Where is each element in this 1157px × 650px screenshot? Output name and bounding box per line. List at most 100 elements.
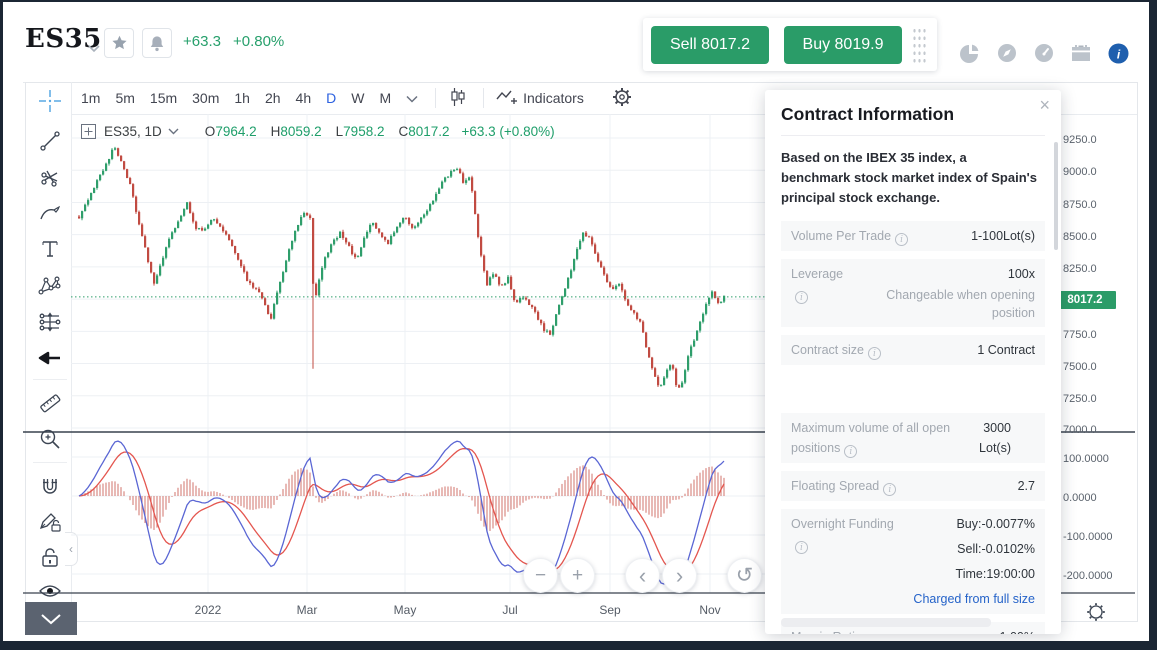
- portfolio-pie-icon[interactable]: [959, 42, 981, 64]
- buy-button[interactable]: Buy 8019.9: [784, 25, 902, 64]
- prediction-tool[interactable]: [35, 307, 65, 337]
- scroll-left-button[interactable]: ‹: [625, 558, 660, 593]
- timeframe-15m[interactable]: 15m: [149, 90, 178, 106]
- row-contract-size: Contract size i 1 Contract: [781, 335, 1045, 365]
- price-tick: 8750.0: [1063, 199, 1097, 211]
- drawing-lock-tool[interactable]: [35, 507, 65, 537]
- compass-icon[interactable]: [996, 42, 1018, 64]
- trend-line-tool[interactable]: [35, 126, 65, 156]
- timeframe-1d[interactable]: D: [326, 90, 337, 106]
- timeframe-1m[interactable]: 1m: [81, 90, 101, 106]
- legend-symbol[interactable]: ES35, 1D: [104, 124, 162, 139]
- time-tick: Mar: [296, 603, 318, 617]
- funding-time: Time:19:00:00: [955, 567, 1035, 581]
- high-value: 8059.2: [280, 124, 322, 139]
- info-tooltip-icon[interactable]: i: [883, 483, 897, 496]
- legend-ohlc: O7964.2 H8059.2 L7958.2 C8017.2: [204, 124, 450, 139]
- toolbar-separator: [33, 379, 67, 380]
- axis-settings-icon[interactable]: [1085, 601, 1107, 628]
- chart-navigation-controls: − + ‹ › ↺: [523, 558, 764, 593]
- close-icon[interactable]: ×: [1039, 95, 1050, 115]
- toolbar-separator: [483, 88, 485, 108]
- gann-fib-tool[interactable]: [35, 163, 65, 193]
- magnet-tool[interactable]: [35, 472, 65, 502]
- crosshair-tool[interactable]: [35, 86, 65, 116]
- lock-all-tool[interactable]: [35, 542, 65, 572]
- timeframe-4h[interactable]: 4h: [295, 90, 312, 106]
- time-tick: Nov: [699, 603, 721, 617]
- bell-icon: [150, 35, 164, 51]
- change-percent: +0.80%: [232, 33, 285, 50]
- open-value: 7964.2: [215, 124, 257, 139]
- timeframe-more-icon[interactable]: [400, 87, 424, 109]
- measure-tool[interactable]: [35, 388, 65, 418]
- row-floating-spread: Floating Spread i 2.7: [781, 471, 1045, 501]
- info-tooltip-icon[interactable]: i: [867, 347, 881, 360]
- price-tick: 7500.0: [1063, 361, 1097, 373]
- time-tick: 2022: [194, 603, 222, 617]
- collapse-toolbar-button[interactable]: [25, 602, 77, 635]
- row-volume-per-trade: Volume Per Trade i 1-100Lot(s): [781, 221, 1045, 251]
- macd-tick: 0.0000: [1063, 492, 1097, 504]
- indicators-icon[interactable]: [496, 88, 518, 109]
- panel-scrollbar[interactable]: [1054, 142, 1058, 250]
- gauge-icon[interactable]: [1033, 42, 1055, 64]
- scroll-right-button[interactable]: ›: [662, 558, 697, 593]
- timeframe-2h[interactable]: 2h: [264, 90, 281, 106]
- timeframe-1w[interactable]: W: [351, 90, 365, 106]
- leverage-value: 100x: [1007, 267, 1035, 281]
- pattern-tool[interactable]: [35, 271, 65, 301]
- contract-description: Based on the IBEX 35 index, a benchmark …: [781, 150, 1037, 205]
- drag-handle[interactable]: [912, 26, 927, 63]
- trade-buttons-card: Sell 8017.2 Buy 8019.9: [643, 18, 937, 71]
- max-volume-value: 3000 Lot(s): [979, 421, 1011, 455]
- charged-full-size-link[interactable]: Charged from full size: [913, 592, 1035, 606]
- time-tick: Sep: [599, 603, 621, 617]
- info-tooltip-icon[interactable]: i: [795, 291, 808, 304]
- contract-size-value: 1 Contract: [977, 343, 1035, 357]
- star-icon: [111, 35, 127, 50]
- sell-button[interactable]: Sell 8017.2: [651, 25, 769, 64]
- text-tool[interactable]: [35, 234, 65, 264]
- panel-bottom-scrollbar[interactable]: [781, 618, 991, 627]
- info-tooltip-icon[interactable]: i: [795, 541, 808, 554]
- timeframe-5m[interactable]: 5m: [115, 90, 135, 106]
- contract-info-icon[interactable]: i: [1107, 42, 1129, 64]
- alert-button[interactable]: [142, 28, 172, 58]
- current-price-badge: 8017.2: [1054, 291, 1116, 309]
- legend-change: +63.3 (+0.80%): [461, 124, 555, 139]
- macd-tick: 100.0000: [1063, 453, 1109, 465]
- panel-title: Contract Information: [781, 104, 955, 124]
- indicators-button[interactable]: Indicators: [523, 90, 584, 106]
- brush-tool[interactable]: [35, 199, 65, 229]
- arrow-tool[interactable]: [35, 343, 65, 373]
- price-change: +63.3 +0.80%: [183, 33, 296, 50]
- row-leverage: Leveragei 100x Changeable when opening p…: [781, 259, 1045, 327]
- row-overnight-funding: Overnight Fundingi Buy:-0.0077% Sell:-0.…: [781, 509, 1045, 614]
- favorite-button[interactable]: [104, 28, 134, 58]
- legend-chevron-icon[interactable]: [168, 128, 179, 135]
- symbol-dropdown-icon[interactable]: [87, 40, 101, 58]
- svg-text:i: i: [1116, 47, 1120, 61]
- price-tick: 7750.0: [1063, 329, 1097, 341]
- chart-settings-gear-icon[interactable]: [606, 84, 638, 113]
- calendar-icon[interactable]: [1070, 42, 1092, 64]
- add-symbol-icon[interactable]: [81, 124, 96, 139]
- reset-chart-button[interactable]: ↺: [727, 558, 762, 593]
- zoom-in-button[interactable]: +: [560, 558, 595, 593]
- zoom-out-button[interactable]: −: [523, 558, 558, 593]
- volume-per-trade-value: 1-100Lot(s): [971, 229, 1035, 243]
- info-tooltip-icon[interactable]: i: [895, 233, 909, 246]
- timeframe-30m[interactable]: 30m: [192, 90, 220, 106]
- row-max-volume: Maximum volume of all open positions i 30…: [781, 413, 1045, 463]
- chart-style-icon[interactable]: [444, 84, 472, 113]
- info-tooltip-icon[interactable]: i: [844, 445, 858, 458]
- header-icon-row: i: [959, 42, 1129, 64]
- time-tick: Jul: [502, 603, 518, 617]
- zoom-in-tool[interactable]: [35, 424, 65, 454]
- timeframe-1h[interactable]: 1h: [234, 90, 250, 106]
- timeframe-1mo[interactable]: M: [379, 90, 392, 106]
- close-value: 8017.2: [408, 124, 450, 139]
- pane-collapse-tab[interactable]: ‹: [65, 532, 78, 566]
